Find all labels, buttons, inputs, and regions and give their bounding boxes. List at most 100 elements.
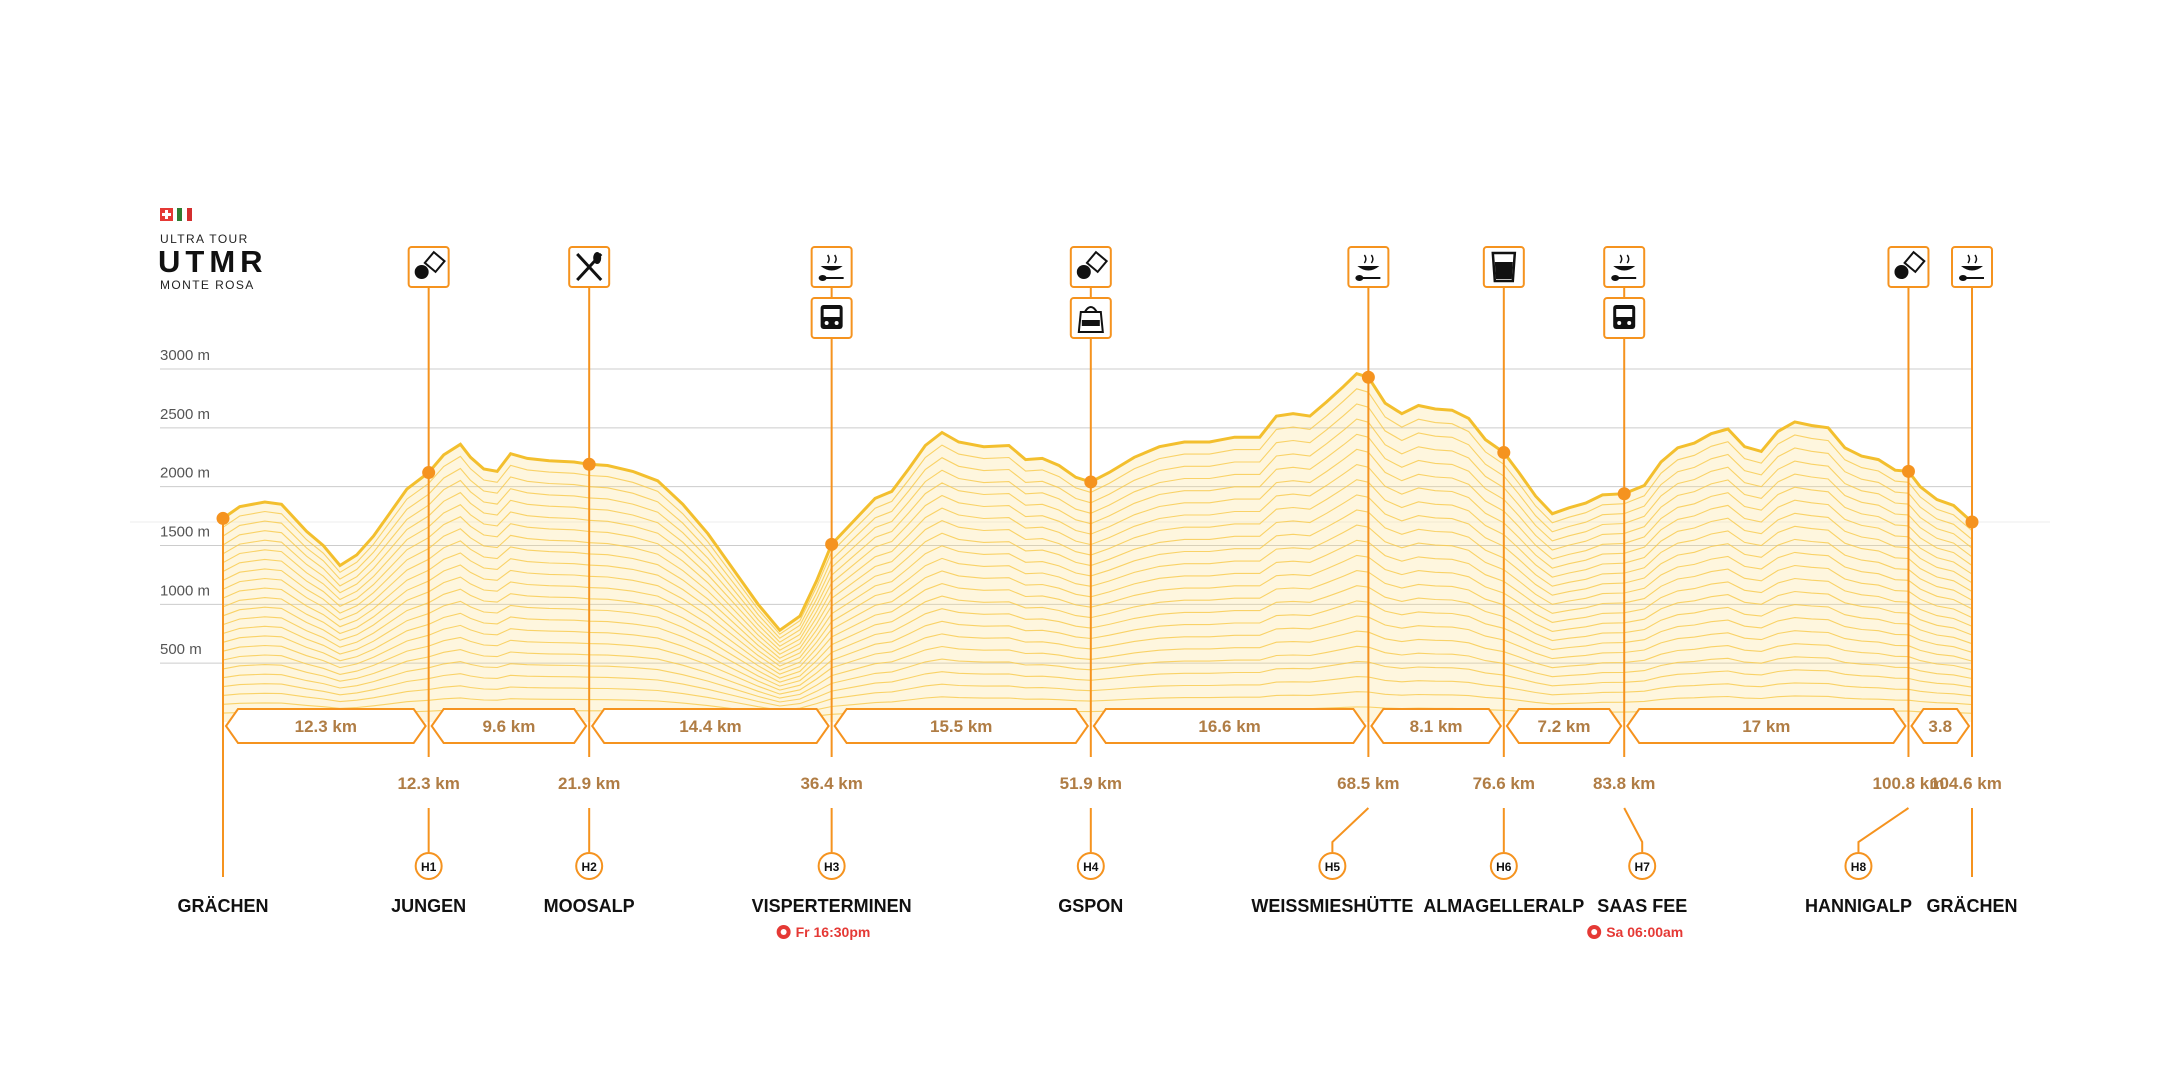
logo-line3: MONTE ROSA (160, 278, 255, 292)
station-name: JUNGEN (391, 896, 466, 916)
bag-body (1077, 311, 1104, 333)
hut-badge-label: H8 (1851, 860, 1867, 874)
station-marker (1361, 370, 1375, 384)
station-km-label: 104.6 km (1930, 774, 2002, 793)
snack-icon (407, 246, 450, 288)
segment-distance-label: 14.4 km (679, 717, 741, 736)
contour-line (222, 676, 1973, 711)
hut-badge (1628, 852, 1657, 880)
hut-badge (1076, 852, 1105, 880)
station-marker (1901, 464, 1915, 478)
segment-distance-label: 12.3 km (295, 717, 357, 736)
icon-frame (1069, 297, 1112, 339)
hot-meal-icon (1347, 246, 1390, 288)
contour-line (222, 403, 1973, 639)
hut-badge-label: H2 (582, 860, 598, 874)
segment-distance-box (1370, 708, 1503, 744)
station-marker (1497, 446, 1511, 460)
segment-distance-label: 3.8 (1928, 717, 1952, 736)
hot-meal-icon (810, 246, 853, 288)
segment-distance-label: 8.1 km (1410, 717, 1463, 736)
hut-badge (414, 852, 443, 880)
bus-light (1627, 321, 1632, 325)
segment-distance-box (1092, 708, 1367, 744)
bus-light (834, 321, 839, 325)
contour-line (222, 464, 1973, 655)
segment-distance-label: 15.5 km (930, 717, 992, 736)
contour-line (222, 645, 1973, 703)
snack-icon (1887, 246, 1930, 288)
utmr-logo: ULTRA TOUR UTMR MONTE ROSA (158, 208, 300, 298)
hut-connector (1331, 807, 1370, 852)
hut-badge (1489, 852, 1518, 880)
glass-shape (1491, 251, 1517, 283)
cutoff-time: Sa 06:00am (1606, 924, 1683, 940)
contour-line (222, 448, 1973, 651)
hut-badge (1844, 852, 1873, 880)
italy-flag (177, 208, 192, 221)
restaurant-icon (568, 246, 611, 288)
station-km-label: 21.9 km (558, 774, 620, 793)
contour-line (222, 509, 1973, 667)
hut-badge-label: H6 (1496, 860, 1512, 874)
contour-line (222, 539, 1973, 675)
water-shape (1494, 262, 1513, 279)
steam-shape (827, 254, 837, 264)
contour-line (222, 570, 1973, 683)
y-tick-label: 2000 m (160, 465, 210, 482)
hut-badge (575, 852, 604, 880)
contour-line (222, 615, 1973, 695)
station-marker (422, 466, 436, 480)
contour-line (222, 418, 1973, 643)
station-km-label: 36.4 km (800, 774, 862, 793)
bus-light (824, 321, 829, 325)
station-km-label: 12.3 km (397, 774, 459, 793)
station-km-label: 100.8 km (1873, 774, 1945, 793)
station-name: WEISSMIESHÜTTE (1251, 896, 1413, 916)
apple-shape (414, 265, 429, 279)
y-tick-label: 3000 m (160, 347, 210, 364)
hut-badge-label: H4 (1083, 860, 1099, 874)
logo-line1: ULTRA TOUR (160, 232, 249, 246)
steam-shape (1619, 254, 1630, 264)
hut-badge-label: H5 (1325, 860, 1341, 874)
biscuit-shape (1085, 250, 1109, 274)
contour-line (222, 630, 1973, 699)
spoon-bowl (1355, 275, 1364, 281)
segment-distance-box (224, 708, 427, 744)
bowl-shape (1613, 266, 1636, 271)
station-name: HANNIGALP (1805, 896, 1912, 916)
station-name: GRÄCHEN (177, 896, 268, 916)
bowl-shape (1357, 266, 1380, 271)
station-name: MOOSALP (544, 896, 635, 916)
biscuit-shape (1903, 250, 1926, 274)
station-name: VISPERTERMINEN (752, 896, 912, 916)
segment-distance-box (1505, 708, 1623, 744)
hut-badge (1318, 852, 1347, 880)
contour-line (222, 600, 1973, 691)
hot-meal-icon (1951, 246, 1993, 288)
cutoff-clock-face (780, 929, 787, 935)
bag-tie (1083, 306, 1098, 313)
y-tick-label: 2500 m (160, 406, 210, 423)
switzerland-flag (160, 208, 173, 221)
hut-badge-label: H7 (1635, 860, 1651, 874)
contour-line (222, 479, 1973, 659)
station-name: ALMAGELLERALP (1423, 896, 1584, 916)
hut-badge (817, 852, 846, 880)
hot-meal-icon (1603, 246, 1646, 288)
hut-badge-label: H3 (824, 860, 840, 874)
hut-connector (1623, 807, 1644, 852)
contour-line (222, 691, 1973, 715)
y-tick-label: 1500 m (160, 524, 210, 541)
station-name: GRÄCHEN (1926, 896, 2017, 916)
segment-distance-box (833, 708, 1090, 744)
station-km-label: 51.9 km (1060, 774, 1122, 793)
station-marker (216, 511, 230, 525)
bus-icon (1603, 297, 1646, 339)
station-km-label: 83.8 km (1593, 774, 1655, 793)
drop-bag-icon (1069, 297, 1112, 339)
bus-light (1617, 321, 1622, 325)
contour-line (222, 524, 1973, 671)
